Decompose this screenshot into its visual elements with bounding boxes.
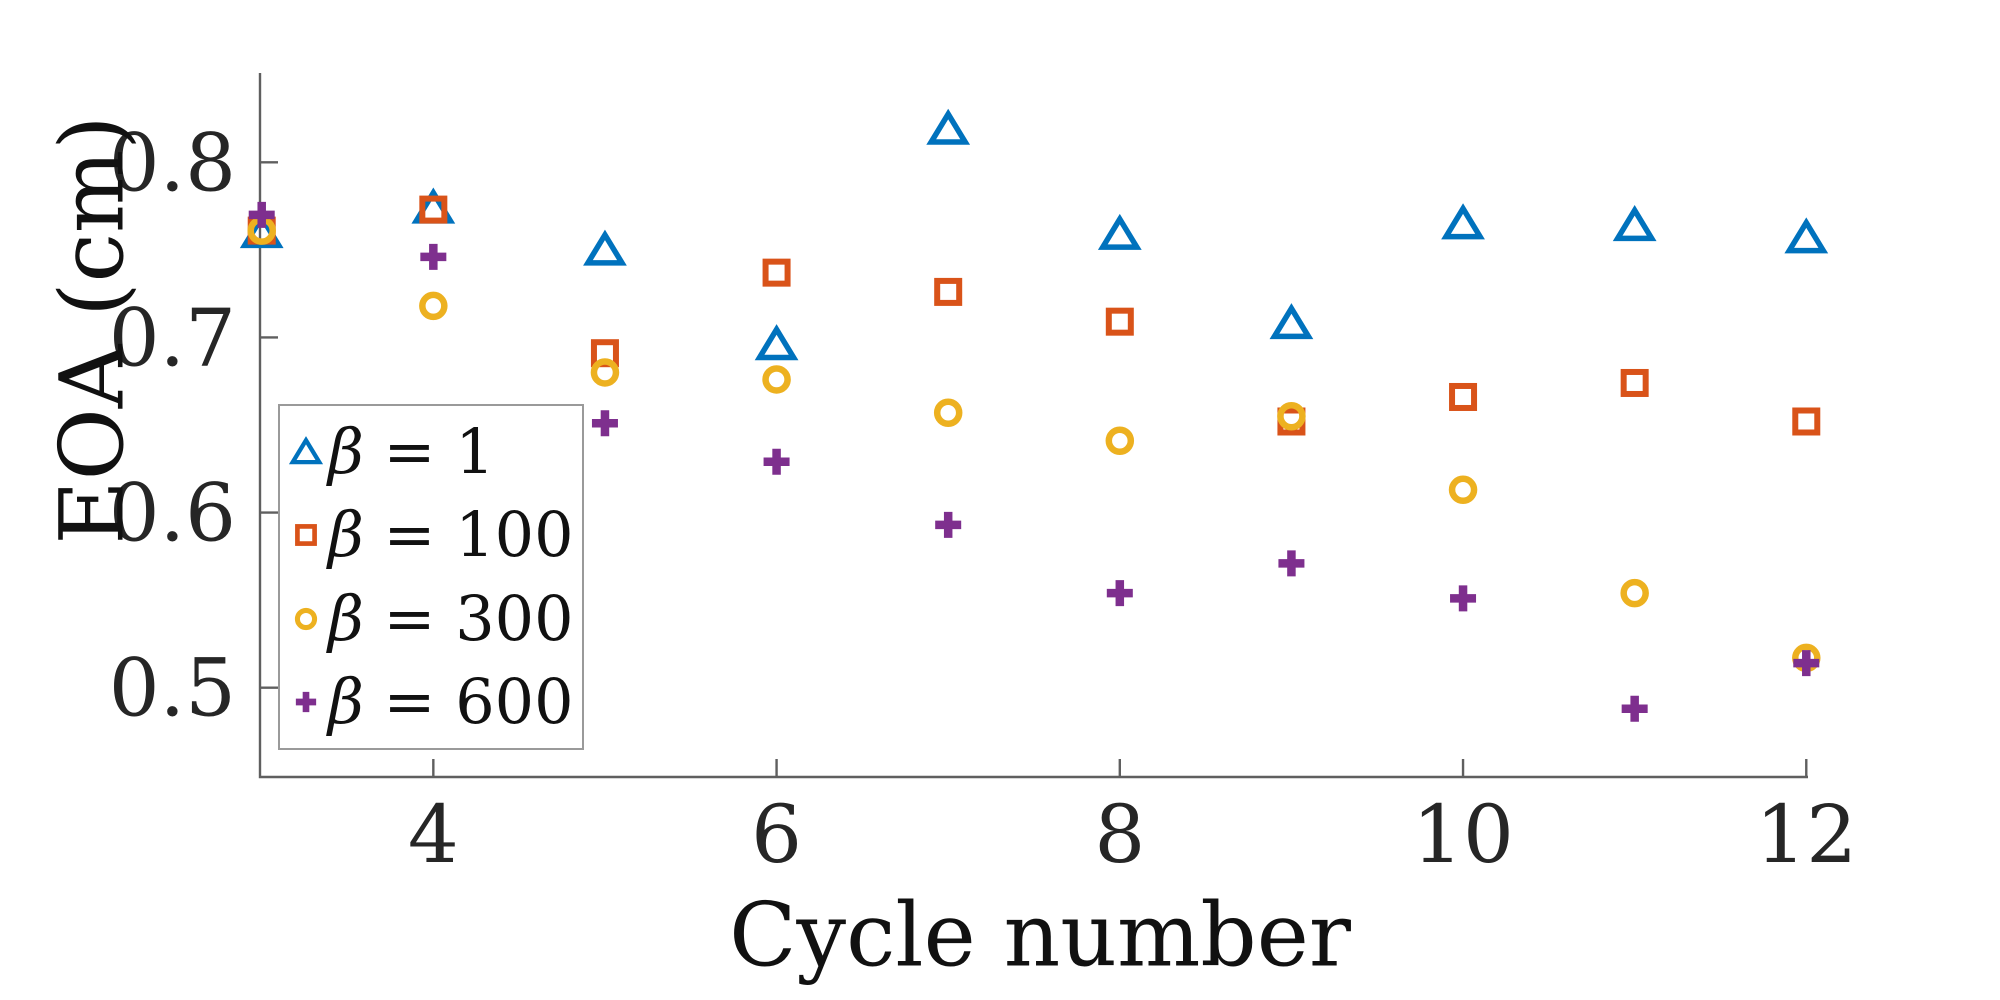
legend-item: β = 1	[284, 412, 582, 492]
data-point-marker	[1621, 695, 1648, 722]
data-point-marker	[754, 324, 799, 361]
data-point-marker	[1448, 475, 1478, 505]
data-point-marker	[1105, 307, 1134, 336]
data-point-marker	[1620, 368, 1649, 397]
data-point-marker	[248, 201, 275, 228]
data-point-marker	[1450, 585, 1477, 612]
data-point-marker	[1105, 426, 1135, 456]
data-point-marker	[1441, 203, 1485, 240]
axis-lines	[258, 73, 1808, 779]
data-point-marker	[419, 195, 448, 224]
legend-item: β = 300	[284, 579, 582, 659]
series-plus	[248, 201, 1820, 722]
data-point-marker	[762, 365, 791, 394]
data-point-marker	[1097, 213, 1142, 250]
square-marker-icon	[295, 524, 317, 547]
data-point-marker	[1620, 578, 1649, 608]
data-point-marker	[1278, 550, 1305, 577]
data-point-marker	[926, 108, 971, 145]
x-tick-label: 12	[1755, 788, 1857, 881]
data-point-marker	[1269, 303, 1314, 340]
data-point-marker	[762, 258, 791, 287]
data-point-marker	[1793, 650, 1820, 677]
data-point-marker	[1792, 407, 1821, 436]
data-point-marker	[934, 277, 963, 306]
data-point-marker	[933, 398, 963, 427]
plus-marker-icon	[295, 692, 317, 713]
legend-item: β = 600	[284, 662, 582, 742]
legend: β = 1 β = 100 β = 300 β = 600	[278, 404, 584, 750]
y-tick-label: 0.8	[109, 116, 236, 209]
data-point-marker	[591, 410, 618, 437]
data-point-marker	[1277, 401, 1306, 431]
legend-label: β = 100	[328, 498, 574, 572]
data-point-marker	[1612, 205, 1657, 242]
data-point-marker	[935, 511, 962, 538]
y-tick-label: 0.7	[109, 291, 236, 384]
data-point-marker	[590, 358, 620, 387]
data-point-marker	[583, 229, 627, 266]
triangle-marker-icon	[288, 435, 324, 465]
x-tick-label: 4	[408, 788, 459, 881]
x-axis-label: Cycle number	[729, 883, 1351, 987]
data-point-marker	[1106, 580, 1133, 607]
data-point-marker	[419, 291, 448, 321]
legend-label: β = 1	[328, 414, 495, 488]
circle-marker-icon	[294, 607, 318, 630]
series-square	[247, 195, 1821, 436]
legend-label: β = 300	[328, 581, 574, 655]
x-tick-label: 6	[751, 788, 802, 881]
x-tick-label: 10	[1412, 788, 1514, 881]
data-point-marker	[1449, 382, 1478, 411]
data-point-marker	[763, 448, 790, 475]
series-triangle	[239, 108, 1829, 361]
y-tick-label: 0.5	[109, 642, 236, 735]
y-tick-label: 0.6	[109, 467, 236, 560]
legend-label: β = 600	[328, 665, 574, 739]
data-point-marker	[1784, 217, 1829, 254]
y-axis-label: EOA (cm)	[40, 115, 144, 545]
legend-item: β = 100	[284, 495, 582, 575]
data-point-marker	[420, 243, 447, 270]
x-tick-label: 8	[1094, 788, 1145, 881]
